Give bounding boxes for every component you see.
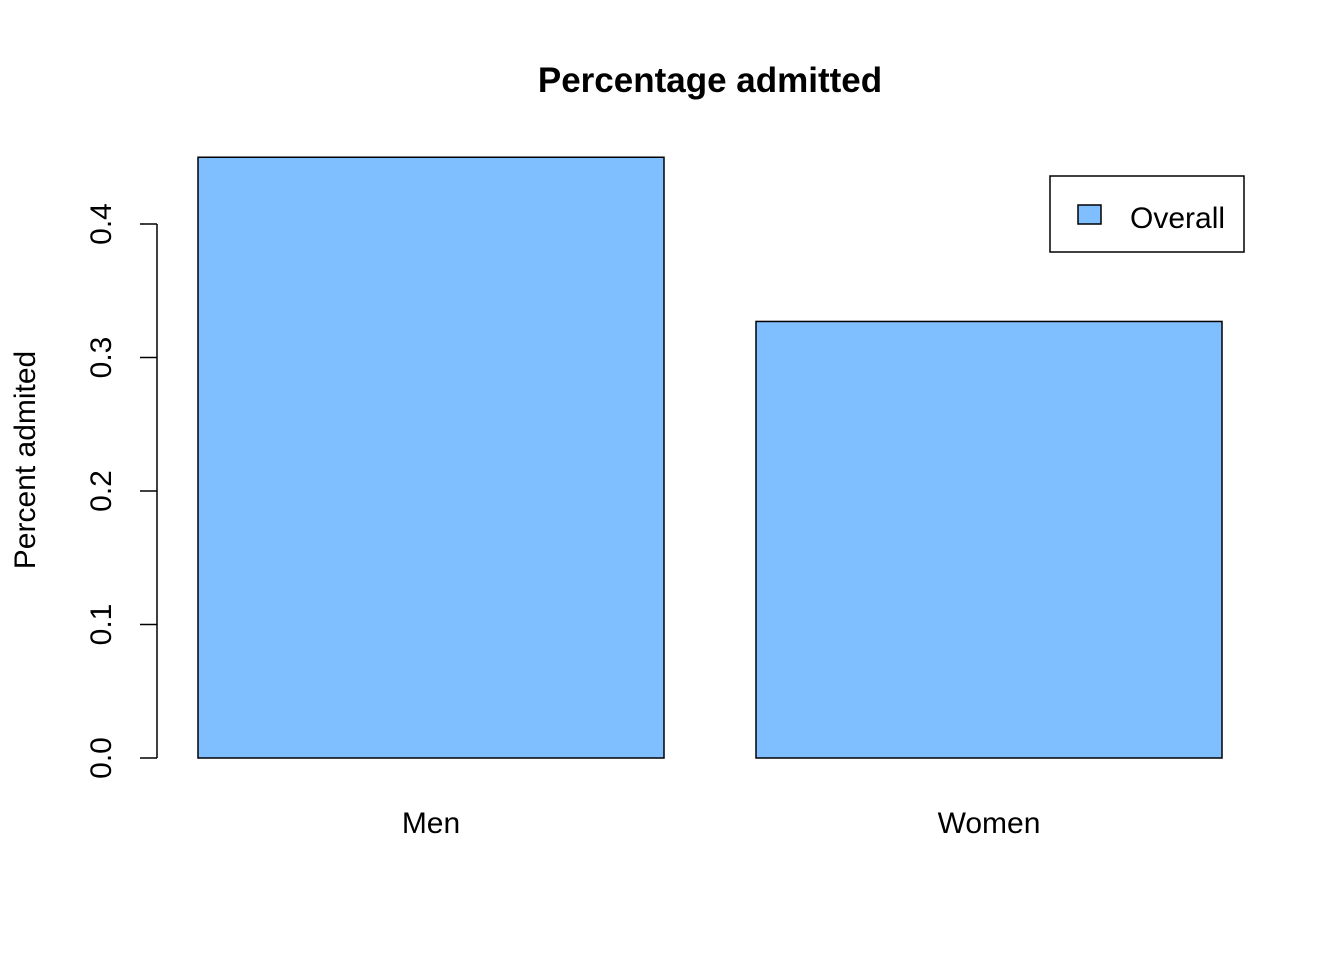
chart-title: Percentage admitted: [538, 61, 882, 100]
legend-label: Overall: [1130, 202, 1225, 235]
y-tick-label: 0.0: [85, 737, 118, 779]
x-tick-label: Men: [402, 807, 460, 840]
bar-men: [197, 156, 665, 759]
legend: Overall: [1049, 175, 1245, 253]
x-tick-label: Women: [938, 807, 1041, 840]
y-tick-label: 0.1: [85, 604, 118, 646]
y-axis-label: Percent admited: [9, 351, 42, 569]
bar-women: [755, 320, 1223, 759]
bars: [197, 156, 1223, 759]
x-axis-labels: Men Women: [402, 807, 1041, 840]
y-tick-label: 0.2: [85, 470, 118, 512]
y-tick-label: 0.3: [85, 337, 118, 379]
legend-swatch: [1077, 204, 1102, 225]
y-tick-label: 0.4: [85, 203, 118, 245]
y-axis: 0.0 0.1 0.2 0.3 0.4: [85, 203, 158, 779]
